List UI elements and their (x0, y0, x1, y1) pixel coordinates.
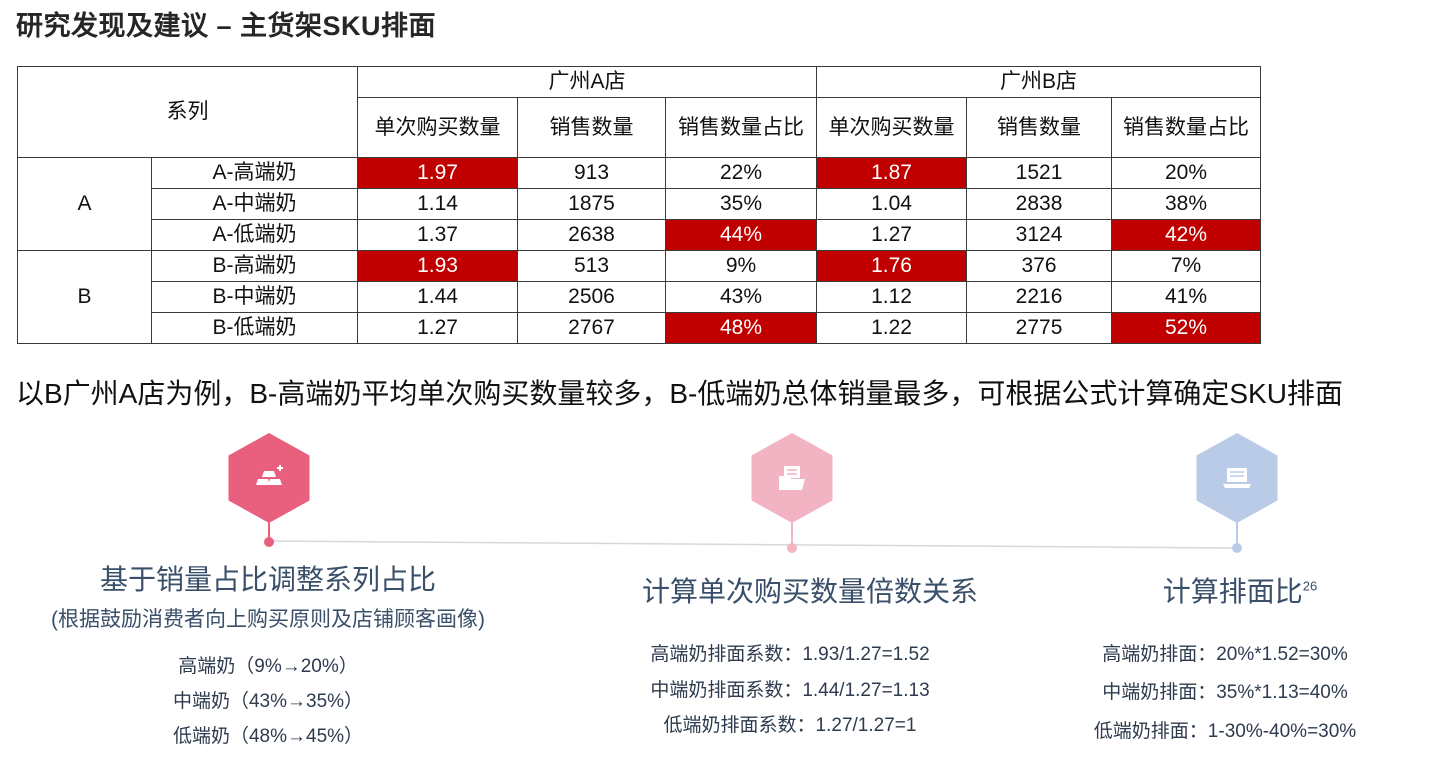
table-cell: 22% (664, 157, 818, 189)
table-cell-highlight: 1.76 (816, 250, 968, 282)
table-cell-highlight: 1.97 (357, 157, 518, 189)
step-3-item: 高端奶排面：20%*1.52=30% (1102, 644, 1348, 665)
col-header: 单次购买数量 (816, 97, 968, 158)
table-cell: 3124 (966, 219, 1113, 251)
store-header-b: 广州B店 (816, 66, 1262, 98)
table-cell: 2838 (966, 188, 1113, 220)
col-header: 销售数量 (966, 97, 1113, 158)
table-cell: 43% (664, 281, 818, 313)
step-1-dot (264, 537, 274, 547)
table-cell: 2216 (966, 281, 1113, 313)
table-cell: 1.14 (357, 188, 518, 220)
table-row: B B-高端奶 1.93 513 9% 1.76 376 7% (17, 250, 1262, 344)
laptop-icon (1223, 468, 1251, 488)
table-cell-highlight: 52% (1111, 312, 1262, 344)
table-cell: 1.12 (816, 281, 968, 313)
step-2-badge (747, 433, 837, 523)
table-cell: 7% (1111, 250, 1262, 282)
store-header-a: 广州A店 (356, 66, 818, 98)
table-cell: 1.04 (816, 188, 968, 220)
sku-table: 系列 广州A店 广州B店 单次购买数量 销售数量 销售数量占比 单次购买数量 销… (17, 66, 1262, 344)
page-number-note: 26 (1302, 578, 1318, 594)
table-row: B-低端奶 1.27 2767 48% 1.22 2775 52% (18, 312, 1262, 344)
table-cell: 2767 (517, 312, 666, 344)
table-cell: 1.37 (357, 219, 518, 251)
col-header: 销售数量占比 (1111, 97, 1262, 158)
page-title: 研究发现及建议 – 主货架SKU排面 (16, 11, 437, 41)
row-label: A-中端奶 (151, 188, 358, 220)
step-2-heading: 计算单次购买数量倍数关系 (641, 576, 978, 607)
row-label: B-低端奶 (151, 312, 358, 344)
table-cell: 1875 (517, 188, 666, 220)
table-cell-highlight: 1.87 (816, 157, 968, 189)
gold-bars-icon (256, 465, 283, 485)
step-3-stem (1236, 521, 1238, 543)
step-3-item: 低端奶排面：1-30%-40%=30% (1093, 721, 1357, 742)
step-1-subheading: (根据鼓励消费者向上购买原则及店铺顾客画像) (51, 608, 485, 631)
table-row: B-中端奶 1.44 2506 43% 1.12 2216 41% (18, 281, 1262, 313)
step-3-heading-text: 计算排面比 (1162, 576, 1303, 607)
table-cell: 2775 (966, 312, 1113, 344)
row-label: B-中端奶 (151, 281, 358, 313)
table-row: A A-高端奶 1.97 913 22% 1.87 1521 20% (17, 157, 1262, 251)
group-label: B (17, 250, 152, 344)
table-cell-highlight: 44% (664, 219, 818, 251)
table-cell: 38% (1111, 188, 1262, 220)
col-header: 单次购买数量 (357, 97, 518, 158)
step-3-heading: 计算排面比26 (1080, 570, 1400, 610)
step-1-item: 高端奶（9%→20%） (178, 656, 358, 677)
table-cell-highlight: 48% (664, 312, 818, 344)
step-1-item: 低端奶（48%→45%） (172, 726, 364, 747)
series-header: 系列 (17, 66, 358, 158)
table-cell: 2638 (517, 219, 666, 251)
row-label: A-高端奶 (151, 157, 358, 189)
table-cell: 1.27 (816, 219, 968, 251)
table-cell-highlight: 42% (1111, 219, 1262, 251)
table-cell: 9% (664, 250, 818, 282)
col-header: 销售数量 (517, 97, 666, 158)
table-cell: 1521 (966, 157, 1113, 189)
row-label: A-低端奶 (151, 219, 358, 251)
group-label: A (17, 157, 152, 251)
table-row: A-低端奶 1.37 2638 44% 1.27 3124 42% (18, 219, 1262, 251)
col-header: 销售数量占比 (664, 97, 818, 158)
row-label: B-高端奶 (151, 250, 358, 282)
step-3-item: 中端奶排面：35%*1.13=40% (1102, 682, 1348, 703)
table-cell: 35% (664, 188, 818, 220)
table-cell: 1.22 (816, 312, 968, 344)
table-row: A-中端奶 1.14 1875 35% 1.04 2838 38% (18, 188, 1262, 220)
table-cell: 1.44 (357, 281, 518, 313)
table-cell: 41% (1111, 281, 1262, 313)
table-cell: 513 (517, 250, 666, 282)
table-cell: 20% (1111, 157, 1262, 189)
step-2-item: 高端奶排面系数：1.93/1.27=1.52 (650, 644, 930, 665)
step-1-heading: 基于销量占比调整系列占比 (99, 564, 436, 595)
step-3-dot (1232, 543, 1242, 553)
table-cell: 2506 (517, 281, 666, 313)
step-2-item: 低端奶排面系数：1.27/1.27=1 (663, 715, 917, 736)
step-2-dot (787, 543, 797, 553)
lead-text: 以B广州A店为例，B-高端奶平均单次购买数量较多，B-低端奶总体销量最多，可根据… (16, 378, 1343, 409)
table-cell: 913 (517, 157, 666, 189)
table-cell-highlight: 1.93 (357, 250, 518, 282)
folder-document-icon (779, 466, 805, 490)
step-1-badge (224, 433, 314, 523)
step-3-badge (1192, 433, 1282, 523)
table-cell: 376 (966, 250, 1113, 282)
step-2-item: 中端奶排面系数：1.44/1.27=1.13 (650, 680, 930, 701)
step-2-stem (791, 521, 793, 543)
table-cell: 1.27 (357, 312, 518, 344)
step-1-stem (268, 521, 270, 539)
step-1-item: 中端奶（43%→35%） (172, 691, 364, 712)
